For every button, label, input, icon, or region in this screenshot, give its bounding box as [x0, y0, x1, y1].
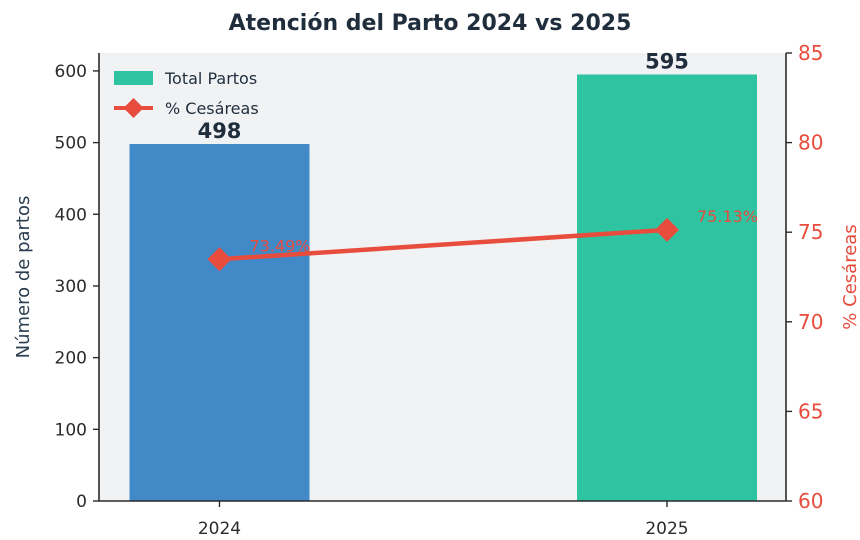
chart-title: Atención del Parto 2024 vs 2025 [229, 11, 632, 36]
legend-swatch-total-partos [114, 71, 153, 85]
right-tick-label: 60 [798, 489, 823, 513]
left-tick-label: 100 [55, 420, 87, 440]
cesareas-marker-2024 [207, 247, 232, 272]
x-tick-label-2024: 2024 [198, 519, 241, 539]
left-tick-label: 600 [55, 62, 87, 82]
bar-2024 [129, 144, 310, 501]
axis-ticks: 0 100 200 300 400 500 600 60 65 70 75 80 85 2024 2025 [55, 41, 824, 539]
bar-2025 [577, 74, 757, 501]
line-layer: 73.49% 75.13% [207, 207, 758, 272]
right-tick-label: 80 [798, 131, 823, 155]
left-tick-label: 200 [55, 349, 87, 369]
legend: Total Partos % Cesáreas [114, 69, 259, 118]
y-axis-label-left: Número de partos [13, 196, 34, 359]
left-tick-label: 400 [55, 205, 87, 225]
legend-label-cesareas: % Cesáreas [165, 99, 259, 118]
left-tick-label: 0 [76, 492, 87, 512]
bar-value-label-2025: 595 [645, 50, 689, 74]
right-tick-label: 65 [798, 399, 823, 423]
left-tick-label: 500 [55, 134, 87, 154]
cesareas-line [217, 227, 670, 262]
cesareas-marker-2025 [655, 217, 679, 242]
left-tick-label: 300 [55, 277, 87, 297]
bars-layer: 498 595 [129, 50, 757, 501]
x-tick-label-2025: 2025 [645, 519, 688, 539]
right-tick-label: 85 [798, 41, 823, 65]
legend-label-total-partos: Total Partos [164, 69, 257, 88]
legend-marker-cesareas [123, 98, 144, 118]
right-tick-label: 75 [798, 220, 823, 244]
cesareas-value-label-2024: 73.49% [250, 236, 311, 255]
cesareas-value-label-2025: 75.13% [697, 207, 758, 226]
bar-value-label-2024: 498 [198, 119, 242, 143]
y-axis-label-right: % Cesáreas [840, 224, 860, 329]
right-tick-label: 70 [798, 310, 823, 334]
